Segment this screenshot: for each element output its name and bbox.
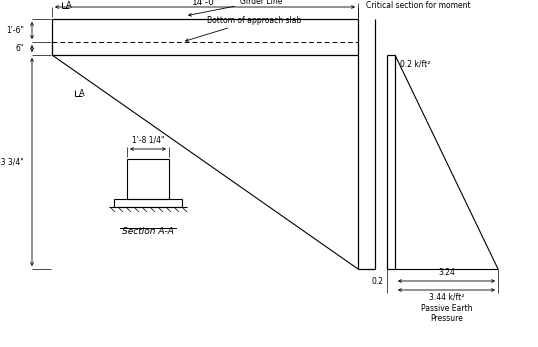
- Text: Bottom of approach slab: Bottom of approach slab: [186, 16, 301, 41]
- Text: Section A-A: Section A-A: [122, 227, 174, 236]
- Text: 0.2: 0.2: [372, 277, 384, 286]
- Text: 3.44 k/ft²: 3.44 k/ft²: [429, 292, 464, 301]
- Text: A: A: [66, 0, 72, 9]
- Text: 0.2 k/ft²: 0.2 k/ft²: [400, 59, 430, 68]
- Text: Passive Earth
Pressure: Passive Earth Pressure: [421, 304, 472, 323]
- Text: 8'-3 3/4": 8'-3 3/4": [0, 158, 24, 167]
- Text: 6": 6": [16, 44, 24, 53]
- Text: 1'-6": 1'-6": [6, 26, 24, 35]
- Text: Girder Line: Girder Line: [189, 0, 282, 16]
- Text: A: A: [79, 88, 85, 98]
- Text: Critical section for moment: Critical section for moment: [366, 0, 471, 9]
- Text: 3.24: 3.24: [438, 268, 455, 277]
- Text: 1'-8 1/4": 1'-8 1/4": [132, 135, 164, 144]
- Text: 14'-0": 14'-0": [192, 0, 218, 7]
